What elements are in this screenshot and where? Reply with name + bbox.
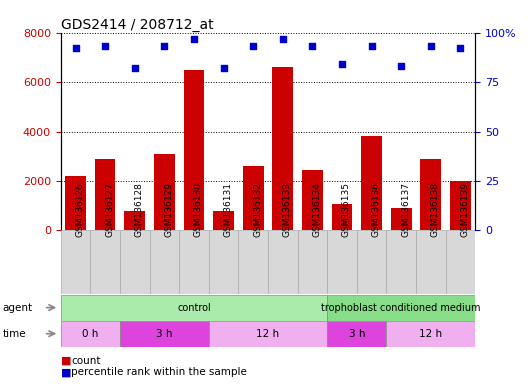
Bar bbox=[149, 230, 179, 294]
Bar bbox=[450, 181, 471, 230]
Bar bbox=[386, 230, 416, 294]
Text: GSM136128: GSM136128 bbox=[135, 182, 144, 237]
Bar bbox=[120, 321, 209, 347]
Text: trophoblast conditioned medium: trophoblast conditioned medium bbox=[322, 303, 481, 313]
Bar bbox=[120, 230, 149, 294]
Bar bbox=[95, 159, 116, 230]
Bar bbox=[238, 230, 268, 294]
Bar bbox=[61, 295, 327, 321]
Bar bbox=[327, 230, 357, 294]
Point bbox=[219, 65, 228, 71]
Text: GSM136139: GSM136139 bbox=[460, 182, 469, 237]
Bar bbox=[298, 230, 327, 294]
Bar bbox=[391, 208, 411, 230]
Point bbox=[130, 65, 139, 71]
Bar bbox=[209, 230, 238, 294]
Text: ■: ■ bbox=[61, 356, 71, 366]
Point bbox=[456, 45, 465, 51]
Text: 12 h: 12 h bbox=[257, 329, 279, 339]
Text: time: time bbox=[3, 329, 26, 339]
Bar bbox=[386, 321, 475, 347]
Text: GSM136134: GSM136134 bbox=[313, 182, 322, 237]
Bar bbox=[268, 230, 298, 294]
Bar bbox=[272, 67, 293, 230]
Point bbox=[338, 61, 346, 67]
Text: GSM136130: GSM136130 bbox=[194, 182, 203, 237]
Text: ■: ■ bbox=[61, 367, 71, 377]
Point bbox=[308, 43, 317, 50]
Bar bbox=[243, 166, 263, 230]
Text: GSM136127: GSM136127 bbox=[105, 182, 114, 237]
Text: GSM136138: GSM136138 bbox=[431, 182, 440, 237]
Bar bbox=[361, 136, 382, 230]
Bar bbox=[209, 321, 327, 347]
Text: GSM136131: GSM136131 bbox=[223, 182, 232, 237]
Text: control: control bbox=[177, 303, 211, 313]
Text: GDS2414 / 208712_at: GDS2414 / 208712_at bbox=[61, 18, 213, 31]
Text: 3 h: 3 h bbox=[348, 329, 365, 339]
Bar bbox=[332, 204, 352, 230]
Bar bbox=[327, 321, 386, 347]
Text: GSM136137: GSM136137 bbox=[401, 182, 410, 237]
Text: 12 h: 12 h bbox=[419, 329, 442, 339]
Bar bbox=[61, 321, 120, 347]
Text: 0 h: 0 h bbox=[82, 329, 99, 339]
Bar bbox=[213, 210, 234, 230]
Text: percentile rank within the sample: percentile rank within the sample bbox=[71, 367, 247, 377]
Bar bbox=[154, 154, 175, 230]
Text: GSM136132: GSM136132 bbox=[253, 182, 262, 237]
Bar bbox=[179, 230, 209, 294]
Bar bbox=[61, 230, 90, 294]
Bar bbox=[416, 230, 446, 294]
Text: GSM136126: GSM136126 bbox=[76, 182, 84, 237]
Point bbox=[190, 35, 198, 41]
Bar bbox=[327, 295, 475, 321]
Bar bbox=[446, 230, 475, 294]
Point bbox=[249, 43, 257, 50]
Text: GSM136135: GSM136135 bbox=[342, 182, 351, 237]
Text: 3 h: 3 h bbox=[156, 329, 173, 339]
Bar bbox=[184, 70, 204, 230]
Point bbox=[71, 45, 80, 51]
Point bbox=[101, 43, 109, 50]
Text: GSM136129: GSM136129 bbox=[164, 182, 173, 237]
Text: count: count bbox=[71, 356, 101, 366]
Text: agent: agent bbox=[3, 303, 33, 313]
Bar bbox=[420, 159, 441, 230]
Bar bbox=[302, 170, 323, 230]
Text: GSM136136: GSM136136 bbox=[372, 182, 381, 237]
Point bbox=[160, 43, 168, 50]
Point bbox=[397, 63, 406, 70]
Bar bbox=[357, 230, 386, 294]
Point bbox=[367, 43, 376, 50]
Bar bbox=[125, 210, 145, 230]
Bar bbox=[90, 230, 120, 294]
Point bbox=[427, 43, 435, 50]
Point bbox=[279, 35, 287, 41]
Bar bbox=[65, 176, 86, 230]
Text: GSM136133: GSM136133 bbox=[283, 182, 292, 237]
